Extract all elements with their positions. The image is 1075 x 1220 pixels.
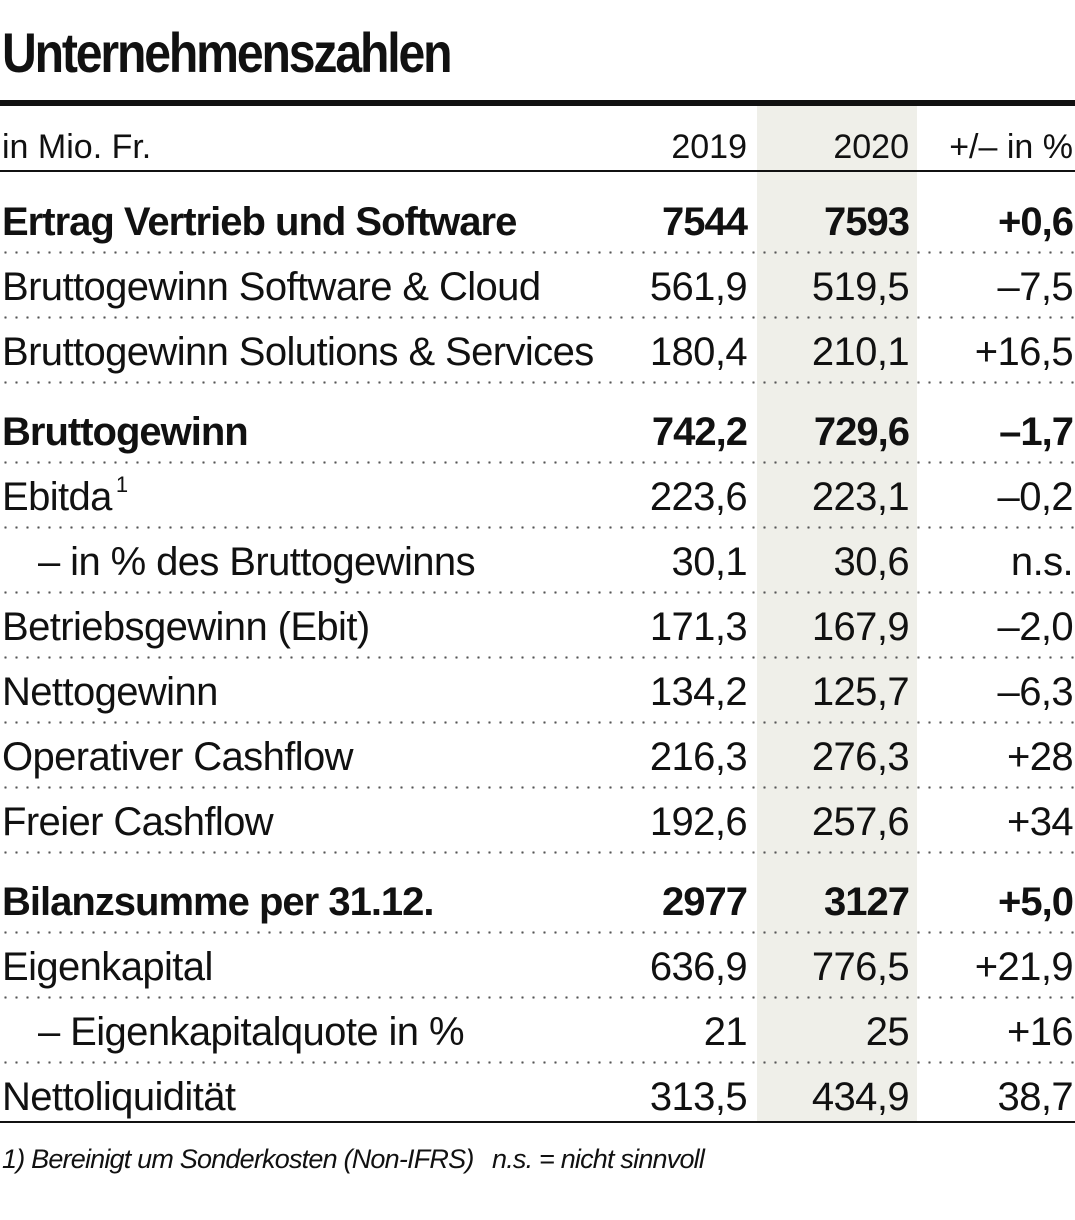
footnote-ns: n.s. = nicht sinnvoll xyxy=(492,1144,705,1174)
table-row: Bruttogewinn Software & Cloud 561,9 519,… xyxy=(0,255,1075,319)
value-change: 38,7 xyxy=(997,1075,1074,1119)
header-row: in Mio. Fr. 2019 2020 +/– in % xyxy=(0,115,1075,179)
header-rule xyxy=(0,170,1075,172)
value-2020: 30,6 xyxy=(833,540,910,584)
value-2019: 180,4 xyxy=(649,330,748,374)
table-row: Nettoliquidität 313,5 434,9 38,7 xyxy=(0,1065,1075,1129)
header-2019: 2019 xyxy=(671,128,747,166)
value-2019: 636,9 xyxy=(649,945,748,989)
value-2019: 192,6 xyxy=(649,800,748,844)
table-row: Betriebsgewinn (Ebit) 171,3 167,9 –2,0 xyxy=(0,595,1075,659)
row-label: Ertrag Vertrieb und Software xyxy=(2,200,517,244)
row-label: Betriebsgewinn (Ebit) xyxy=(2,605,370,649)
row-label: Ebitda 1 xyxy=(2,465,128,529)
header-2020: 2020 xyxy=(833,128,909,166)
table-row: Bruttogewinn 742,2 729,6 –1,7 xyxy=(0,400,1075,464)
value-change: +0,6 xyxy=(998,200,1074,244)
footnote-adjusted: 1) Bereinigt um Sonderkosten (Non-IFRS) xyxy=(2,1144,474,1174)
row-label: Nettogewinn xyxy=(2,670,218,714)
table-row: Bilanzsumme per 31.12. 2977 3127 +5,0 xyxy=(0,870,1075,934)
value-change: n.s. xyxy=(1010,540,1074,584)
row-label: Operativer Cashflow xyxy=(2,735,354,779)
unit-label: in Mio. Fr. xyxy=(2,128,152,166)
value-change: +34 xyxy=(1006,800,1074,844)
top-rule xyxy=(0,100,1075,106)
row-label-text: Ebitda xyxy=(2,475,112,519)
footnote-mark: 1 xyxy=(115,472,128,497)
value-2020: 7593 xyxy=(824,200,910,244)
row-label: Bilanzsumme per 31.12. xyxy=(2,880,435,924)
value-change: –7,5 xyxy=(997,265,1074,309)
value-change: +21,9 xyxy=(974,945,1074,989)
bottom-rule xyxy=(0,1121,1075,1123)
row-label: – Eigenkapitalquote in % xyxy=(38,1010,465,1054)
row-label: Nettoliquidität xyxy=(2,1075,236,1119)
value-2019: 30,1 xyxy=(671,540,748,584)
value-change: –0,2 xyxy=(997,475,1074,519)
table-row: Nettogewinn 134,2 125,7 –6,3 xyxy=(0,660,1075,724)
value-2020: 125,7 xyxy=(811,670,910,714)
value-2019: 2977 xyxy=(662,880,748,924)
row-label: – in % des Bruttogewinns xyxy=(38,540,476,584)
value-2019: 561,9 xyxy=(649,265,748,309)
value-change: –6,3 xyxy=(997,670,1074,714)
value-change: +5,0 xyxy=(998,880,1074,924)
table-row: Bruttogewinn Solutions & Services 180,4 … xyxy=(0,320,1075,384)
row-label: Eigenkapital xyxy=(2,945,213,989)
value-change: –1,7 xyxy=(999,410,1074,454)
table-row: Ertrag Vertrieb und Software 7544 7593 +… xyxy=(0,190,1075,254)
value-2020: 276,3 xyxy=(811,735,910,779)
table-row: Ebitda 1 223,6 223,1 –0,2 xyxy=(0,465,1075,529)
value-2020: 729,6 xyxy=(813,410,910,454)
value-2020: 776,5 xyxy=(811,945,910,989)
table-row: Eigenkapital 636,9 776,5 +21,9 xyxy=(0,935,1075,999)
row-label: Freier Cashflow xyxy=(2,800,274,844)
value-2020: 25 xyxy=(865,1010,910,1054)
value-2019: 134,2 xyxy=(649,670,748,714)
value-2020: 223,1 xyxy=(811,475,910,519)
highlight-column-2020 xyxy=(757,106,917,1121)
value-2020: 434,9 xyxy=(811,1075,910,1119)
table-row: Operativer Cashflow 216,3 276,3 +28 xyxy=(0,725,1075,789)
value-change: +16 xyxy=(1006,1010,1074,1054)
header-change: +/– in % xyxy=(949,128,1073,166)
value-2020: 519,5 xyxy=(811,265,910,309)
value-change: –2,0 xyxy=(997,605,1074,649)
table-row: – in % des Bruttogewinns 30,1 30,6 n.s. xyxy=(0,530,1075,594)
value-2020: 257,6 xyxy=(811,800,910,844)
value-2019: 21 xyxy=(703,1010,748,1054)
value-change: +28 xyxy=(1006,735,1074,779)
value-change: +16,5 xyxy=(974,330,1074,374)
value-2019: 216,3 xyxy=(649,735,748,779)
value-2019: 223,6 xyxy=(649,475,748,519)
value-2019: 7544 xyxy=(662,200,748,244)
row-label: Bruttogewinn xyxy=(2,410,249,454)
value-2019: 742,2 xyxy=(651,410,748,454)
row-label: Bruttogewinn Software & Cloud xyxy=(2,265,541,309)
table-row: Freier Cashflow 192,6 257,6 +34 xyxy=(0,790,1075,854)
value-2019: 171,3 xyxy=(649,605,748,649)
table-row: – Eigenkapitalquote in % 21 25 +16 xyxy=(0,1000,1075,1064)
value-2020: 3127 xyxy=(824,880,910,924)
row-label: Bruttogewinn Solutions & Services xyxy=(2,330,594,374)
value-2019: 313,5 xyxy=(649,1075,748,1119)
table-title: Unternehmenszahlen xyxy=(2,21,453,84)
value-2020: 210,1 xyxy=(811,330,910,374)
value-2020: 167,9 xyxy=(811,605,910,649)
